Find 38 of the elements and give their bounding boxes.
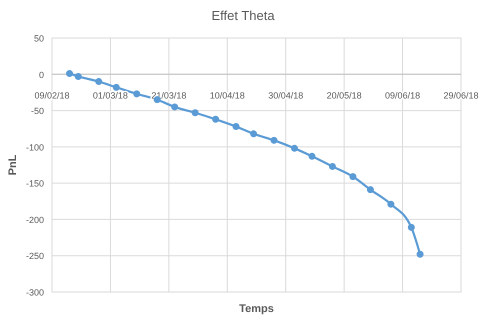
- chart-title: Effet Theta: [211, 8, 276, 23]
- point: [349, 173, 356, 180]
- point: [171, 103, 178, 110]
- y-tick-label: 50: [34, 34, 44, 44]
- y-tick-label: -200: [26, 214, 44, 225]
- point: [290, 144, 298, 152]
- point: [270, 136, 278, 144]
- x-tick-label: 09/02/18: [34, 90, 70, 100]
- point: [212, 116, 220, 123]
- point: [74, 72, 82, 80]
- x-tick-label: 29/06/18: [443, 90, 479, 100]
- point: [250, 130, 258, 138]
- point: [133, 90, 140, 98]
- x-tick-label: 30/04/18: [268, 90, 304, 100]
- y-axis-title: PnL: [7, 154, 19, 176]
- y-tick-label: 0: [38, 70, 44, 80]
- point: [328, 162, 336, 170]
- y-tick-label: -150: [26, 178, 44, 189]
- point: [387, 200, 394, 208]
- point: [416, 250, 424, 258]
- x-axis-title: Temps: [239, 303, 274, 315]
- x-tick-label: 10/04/18: [210, 90, 245, 100]
- x-tick-label: 01/03/18: [92, 90, 128, 100]
- y-tick-label: -50: [30, 106, 44, 116]
- point: [192, 109, 199, 116]
- x-tick-label: 21/03/18: [151, 90, 186, 100]
- point: [308, 152, 316, 160]
- point: [66, 70, 74, 78]
- y-tick-label: -100: [26, 142, 44, 152]
- x-tick-label: 09/06/18: [385, 90, 420, 100]
- point: [95, 78, 102, 86]
- y-tick-label: -250: [26, 251, 44, 262]
- point: [232, 123, 240, 130]
- x-tick-label: 20/05/18: [326, 90, 362, 100]
- point: [366, 186, 374, 194]
- point: [408, 224, 415, 231]
- y-tick-label: -300: [26, 288, 44, 298]
- point: [112, 84, 120, 91]
